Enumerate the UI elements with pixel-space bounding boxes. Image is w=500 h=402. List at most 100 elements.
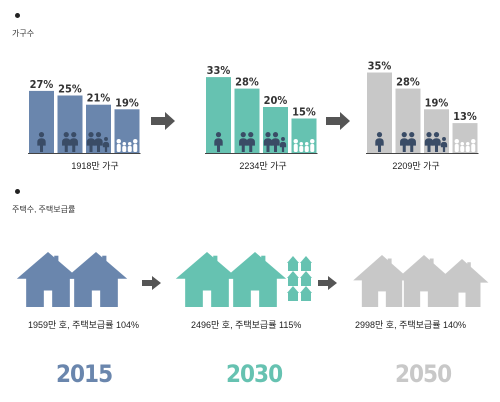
bar-group: 15% bbox=[291, 106, 317, 153]
person-body bbox=[400, 138, 409, 152]
person-body bbox=[293, 143, 298, 152]
person-body bbox=[116, 143, 121, 152]
person-head bbox=[104, 137, 108, 141]
roof bbox=[16, 252, 80, 279]
small-house-icon bbox=[300, 256, 312, 271]
bar-value-label: 27% bbox=[30, 78, 54, 91]
person-body bbox=[271, 138, 280, 152]
bar-value-label: 19% bbox=[115, 96, 139, 109]
person-head bbox=[63, 132, 69, 138]
door bbox=[420, 291, 428, 307]
bar-group: 21% bbox=[86, 92, 111, 153]
caption-housing-2030: 2496만 호, 주택보급률 115% bbox=[191, 320, 302, 330]
house-body bbox=[288, 278, 298, 286]
person-body bbox=[214, 138, 223, 152]
person-head bbox=[116, 139, 121, 144]
person-body bbox=[432, 138, 441, 152]
person-head bbox=[293, 139, 298, 144]
small-house-icon bbox=[287, 256, 299, 271]
person-head bbox=[376, 132, 383, 138]
roof bbox=[287, 256, 299, 263]
person-body bbox=[133, 143, 138, 152]
bar-value-label: 33% bbox=[207, 64, 231, 77]
house-icon bbox=[223, 252, 287, 307]
door bbox=[378, 291, 386, 307]
households-section-title: 가구수 bbox=[12, 29, 35, 38]
person-body bbox=[299, 146, 304, 152]
person-body bbox=[69, 138, 78, 152]
bar-group: 20% bbox=[263, 94, 288, 153]
caption-households-2030: 2234만 가구 bbox=[239, 161, 287, 171]
bar-group: 35% bbox=[367, 60, 392, 153]
house-body bbox=[301, 293, 311, 301]
bar-value-label: 20% bbox=[264, 94, 288, 107]
house-icon bbox=[64, 252, 128, 307]
house-icon bbox=[16, 252, 80, 307]
person-body bbox=[239, 138, 248, 152]
person-head bbox=[471, 139, 476, 144]
person-head bbox=[215, 132, 222, 138]
person-body bbox=[122, 146, 127, 152]
person-body bbox=[454, 143, 459, 152]
house-icon bbox=[435, 259, 489, 307]
bar-value-label: 19% bbox=[425, 96, 449, 109]
person-head bbox=[265, 132, 271, 138]
roof bbox=[300, 256, 312, 263]
house-body bbox=[288, 263, 298, 271]
person-body bbox=[310, 143, 315, 152]
person-head bbox=[465, 142, 470, 146]
bar-value-label: 28% bbox=[235, 76, 259, 89]
roof bbox=[353, 255, 411, 281]
person-body bbox=[86, 138, 96, 152]
person-head bbox=[248, 132, 254, 138]
roof bbox=[300, 271, 312, 278]
person-head bbox=[442, 137, 446, 141]
arrow-right-icon bbox=[318, 276, 337, 290]
arrow-right-icon bbox=[326, 112, 350, 130]
person-body bbox=[62, 138, 71, 152]
house-body bbox=[301, 263, 311, 271]
house-icon bbox=[353, 255, 411, 307]
person-head bbox=[38, 132, 45, 138]
person-head bbox=[95, 132, 102, 138]
door bbox=[43, 290, 53, 307]
person-head bbox=[460, 142, 465, 146]
roof bbox=[287, 286, 299, 293]
bar-group: 28% bbox=[234, 76, 260, 153]
person-head bbox=[426, 132, 432, 138]
person-body bbox=[471, 143, 476, 152]
person-body bbox=[304, 146, 309, 152]
person-head bbox=[304, 142, 309, 146]
person-body bbox=[407, 138, 416, 152]
person-head bbox=[127, 142, 132, 146]
person-head bbox=[272, 132, 279, 138]
year-label-2030: 2030 bbox=[226, 360, 283, 388]
person-body bbox=[94, 138, 103, 152]
bar-value-label: 21% bbox=[87, 92, 111, 105]
arrow-right-icon bbox=[142, 276, 161, 290]
roof bbox=[435, 259, 489, 283]
person-body bbox=[465, 146, 470, 152]
small-house-icon bbox=[300, 286, 312, 301]
person-head bbox=[433, 132, 440, 138]
person-body bbox=[263, 138, 273, 152]
person-body bbox=[375, 138, 384, 152]
house-icon bbox=[395, 255, 453, 307]
section-bullet bbox=[15, 13, 20, 18]
bar-group: 13% bbox=[452, 110, 478, 153]
bar-value-label: 35% bbox=[368, 60, 392, 73]
bar-group: 28% bbox=[395, 76, 421, 153]
person-head bbox=[401, 132, 407, 138]
arrow-right-icon bbox=[151, 112, 175, 130]
person-body bbox=[424, 138, 434, 152]
roof bbox=[223, 252, 287, 279]
person-body bbox=[102, 141, 110, 152]
door bbox=[202, 290, 212, 307]
person-body bbox=[127, 146, 132, 152]
caption-housing-2050: 2998만 호, 주택보급률 140% bbox=[355, 320, 467, 330]
roof bbox=[64, 252, 128, 279]
person-body bbox=[246, 138, 255, 152]
section-bullet bbox=[15, 189, 20, 194]
caption-households-2050: 2209만 가구 bbox=[392, 161, 440, 171]
